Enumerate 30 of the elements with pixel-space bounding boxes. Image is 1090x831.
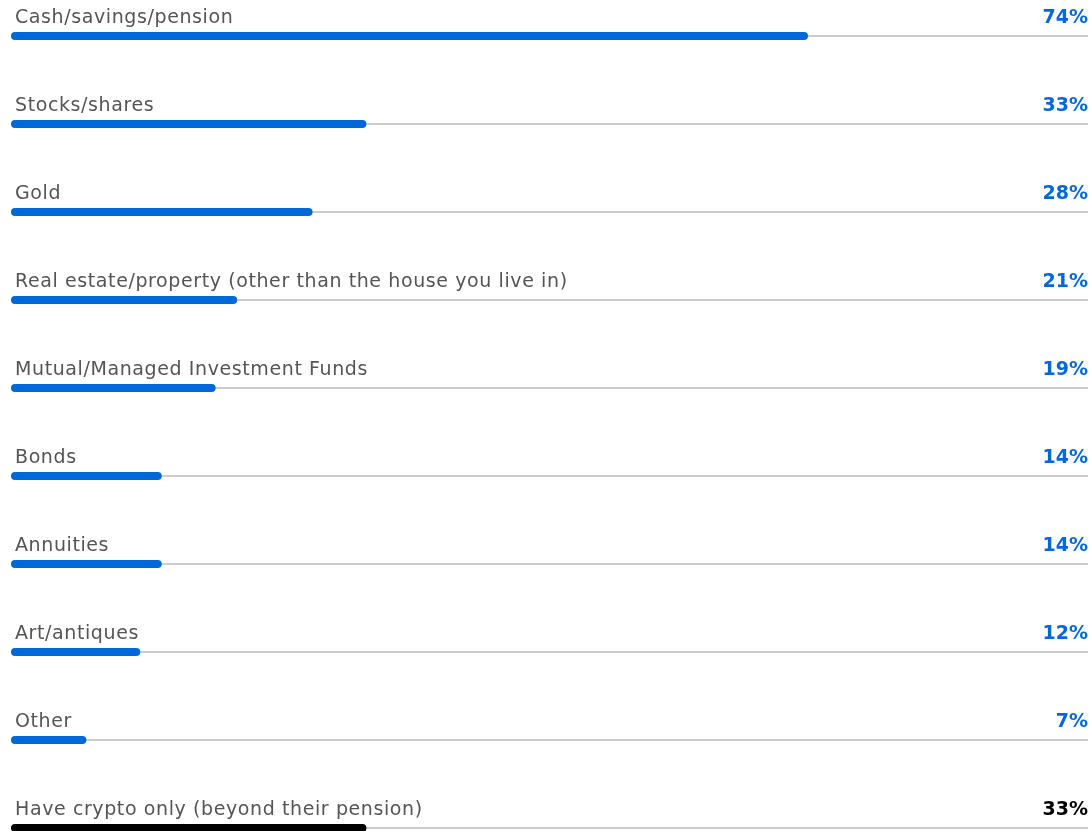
bar <box>11 824 367 831</box>
data-label: 28% <box>1042 181 1088 203</box>
bar <box>11 560 162 568</box>
data-label: 19% <box>1042 357 1088 379</box>
data-label: 14% <box>1042 445 1088 467</box>
y-tick-label: Art/antiques <box>15 621 139 643</box>
data-label: 21% <box>1042 269 1088 291</box>
y-tick-label: Bonds <box>15 445 77 467</box>
bar <box>11 384 216 392</box>
bar <box>11 296 238 304</box>
y-tick-label: Stocks/shares <box>15 93 155 115</box>
y-tick-label: Other <box>15 709 72 731</box>
y-tick-label: Annuities <box>15 533 110 555</box>
bar <box>11 472 162 480</box>
data-label: 12% <box>1042 621 1088 643</box>
bar <box>11 208 313 216</box>
y-tick-label: Cash/savings/pension <box>15 5 234 27</box>
y-tick-label: Have crypto only (beyond their pension) <box>15 797 423 819</box>
data-label: 7% <box>1055 709 1088 731</box>
bar <box>11 120 367 128</box>
data-label: 33% <box>1042 93 1088 115</box>
data-label: 74% <box>1042 5 1088 27</box>
bar <box>11 32 808 40</box>
bar <box>11 736 87 744</box>
y-tick-label: Mutual/Managed Investment Funds <box>15 357 369 379</box>
data-label: 33% <box>1042 797 1088 819</box>
data-label: 14% <box>1042 533 1088 555</box>
y-tick-label: Real estate/property (other than the house you live in) <box>15 269 568 291</box>
y-tick-label: Gold <box>15 181 62 203</box>
bar <box>11 648 141 656</box>
